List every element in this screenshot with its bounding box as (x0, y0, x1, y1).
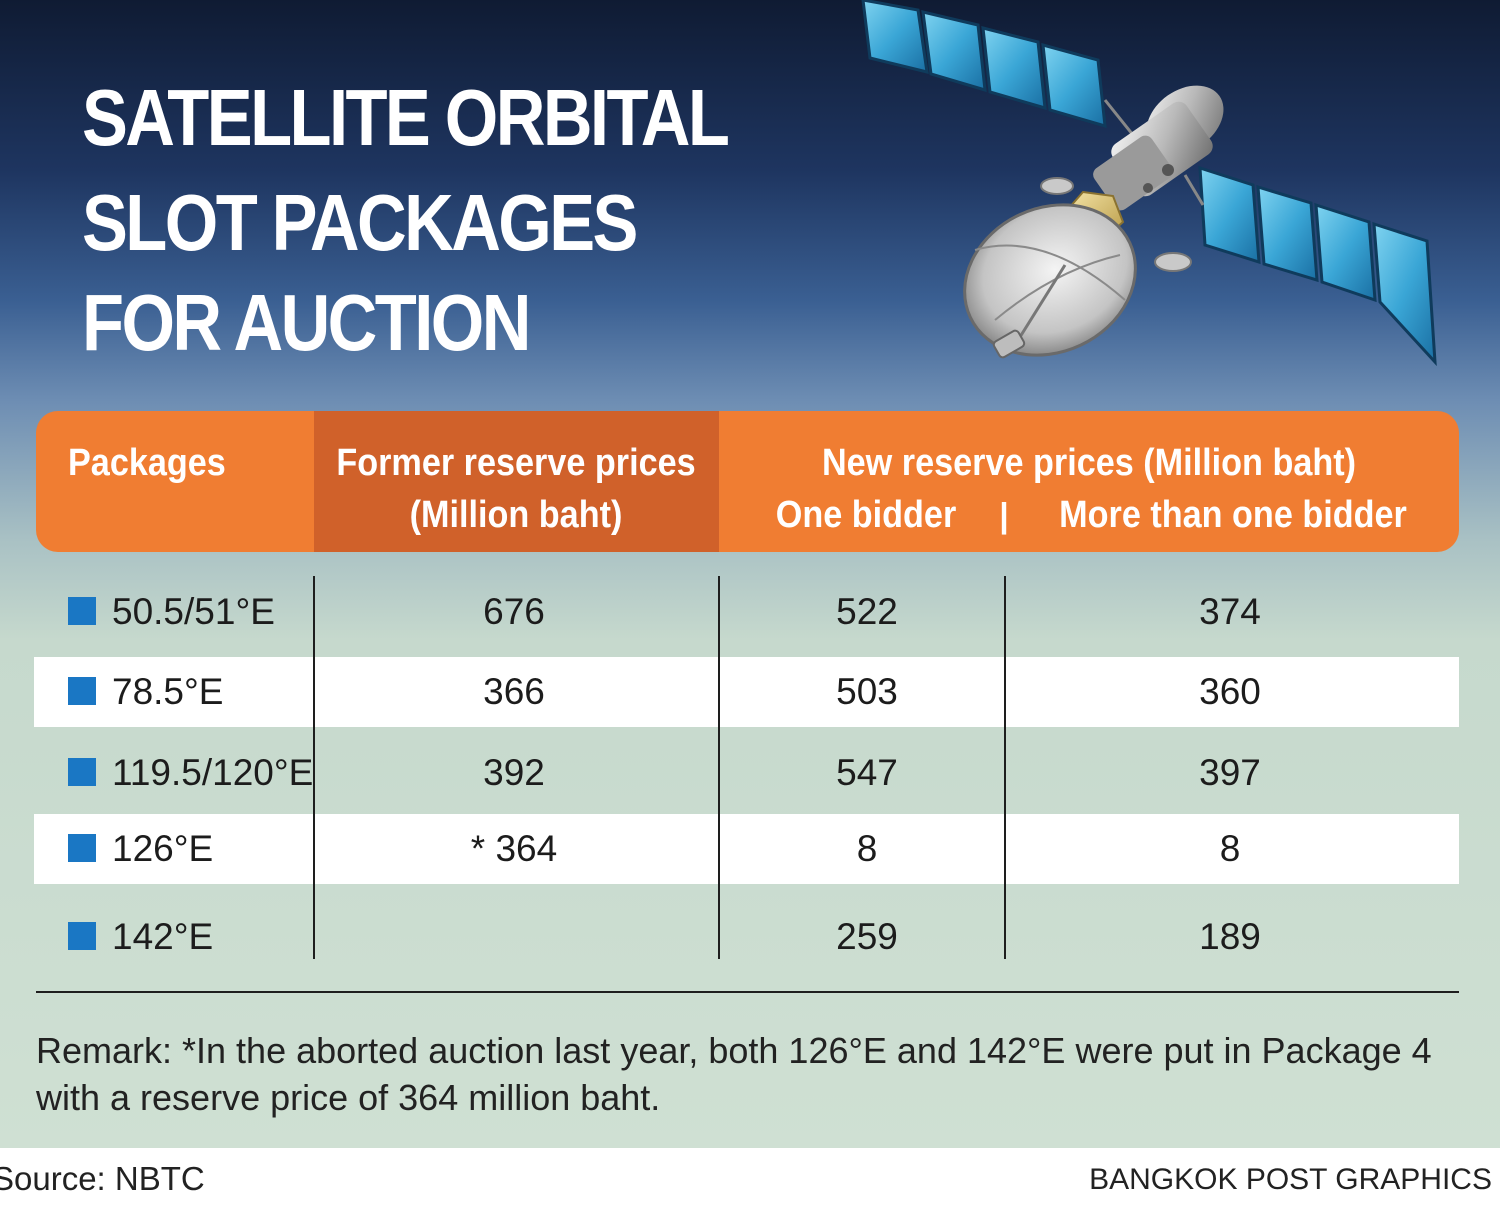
header-separator: | (999, 497, 1009, 535)
table-row: 78.5°E 366 503 360 (34, 657, 1459, 727)
one-bidder-cell: 259 (836, 916, 898, 957)
one-bidder-cell: 503 (836, 671, 898, 712)
former-price-cell: 676 (483, 591, 545, 632)
table-row: 119.5/120°E 392 547 397 (34, 738, 1459, 808)
header-former-line2: (Million baht) (409, 494, 623, 536)
header-packages: Packages (68, 442, 226, 484)
square-bullet-icon (68, 834, 96, 862)
former-price-cell: 392 (483, 752, 545, 793)
lower-solar-panel (1198, 165, 1437, 367)
infographic-card: SATELLITE ORBITAL SLOT PACKAGES FOR AUCT… (0, 0, 1500, 1148)
table-header: Packages Former reserve prices (Million … (36, 411, 1459, 552)
square-bullet-icon (68, 677, 96, 705)
title-line-3: FOR AUCTION (82, 278, 531, 367)
more-bidders-cell: 397 (1199, 752, 1261, 793)
title-line-2: SLOT PACKAGES (82, 178, 638, 267)
square-bullet-icon (68, 922, 96, 950)
one-bidder-cell: 547 (836, 752, 898, 793)
more-bidders-cell: 374 (1199, 591, 1261, 632)
column-divider (718, 576, 720, 959)
header-new-prices: New reserve prices (Million baht) (821, 442, 1357, 484)
more-bidders-cell: 8 (1219, 828, 1241, 869)
table-row: 126°E * 364 8 8 (34, 814, 1459, 884)
more-bidders-cell: 360 (1199, 671, 1261, 712)
header-more-than-one-bidder: More than one bidder (1059, 494, 1407, 536)
package-cell: 126°E (112, 828, 214, 869)
title-line-1: SATELLITE ORBITAL (82, 73, 730, 162)
former-column-highlight (314, 411, 719, 552)
table-row: 142°E 259 189 (34, 902, 1459, 972)
square-bullet-icon (68, 597, 96, 625)
one-bidder-cell: 8 (856, 828, 878, 869)
upper-solar-panel (861, 0, 1107, 129)
table-row: 50.5/51°E 676 522 374 (34, 577, 1459, 647)
column-divider (1004, 576, 1006, 959)
satellite-body (1093, 85, 1224, 211)
satellite-icon (861, 0, 1437, 367)
remark-note: Remark: *In the aborted auction last yea… (36, 1030, 1432, 1118)
source-note: Source: NBTC (0, 1160, 205, 1197)
more-bidders-cell: 189 (1199, 916, 1261, 957)
antenna-dish (963, 203, 1137, 359)
package-cell: 78.5°E (112, 671, 224, 712)
former-price-cell: * 364 (470, 828, 558, 869)
package-cell: 142°E (112, 916, 214, 957)
package-cell: 50.5/51°E (112, 591, 275, 632)
credit-line: BANGKOK POST GRAPHICS (1089, 1163, 1492, 1196)
table-bottom-rule (36, 991, 1459, 993)
former-price-cell: 366 (483, 671, 545, 712)
square-bullet-icon (68, 758, 96, 786)
header-former-line1: Former reserve prices (336, 442, 696, 484)
one-bidder-cell: 522 (836, 591, 898, 632)
package-cell: 119.5/120°E (112, 752, 314, 793)
header-one-bidder: One bidder (775, 494, 957, 536)
column-divider (313, 576, 315, 959)
